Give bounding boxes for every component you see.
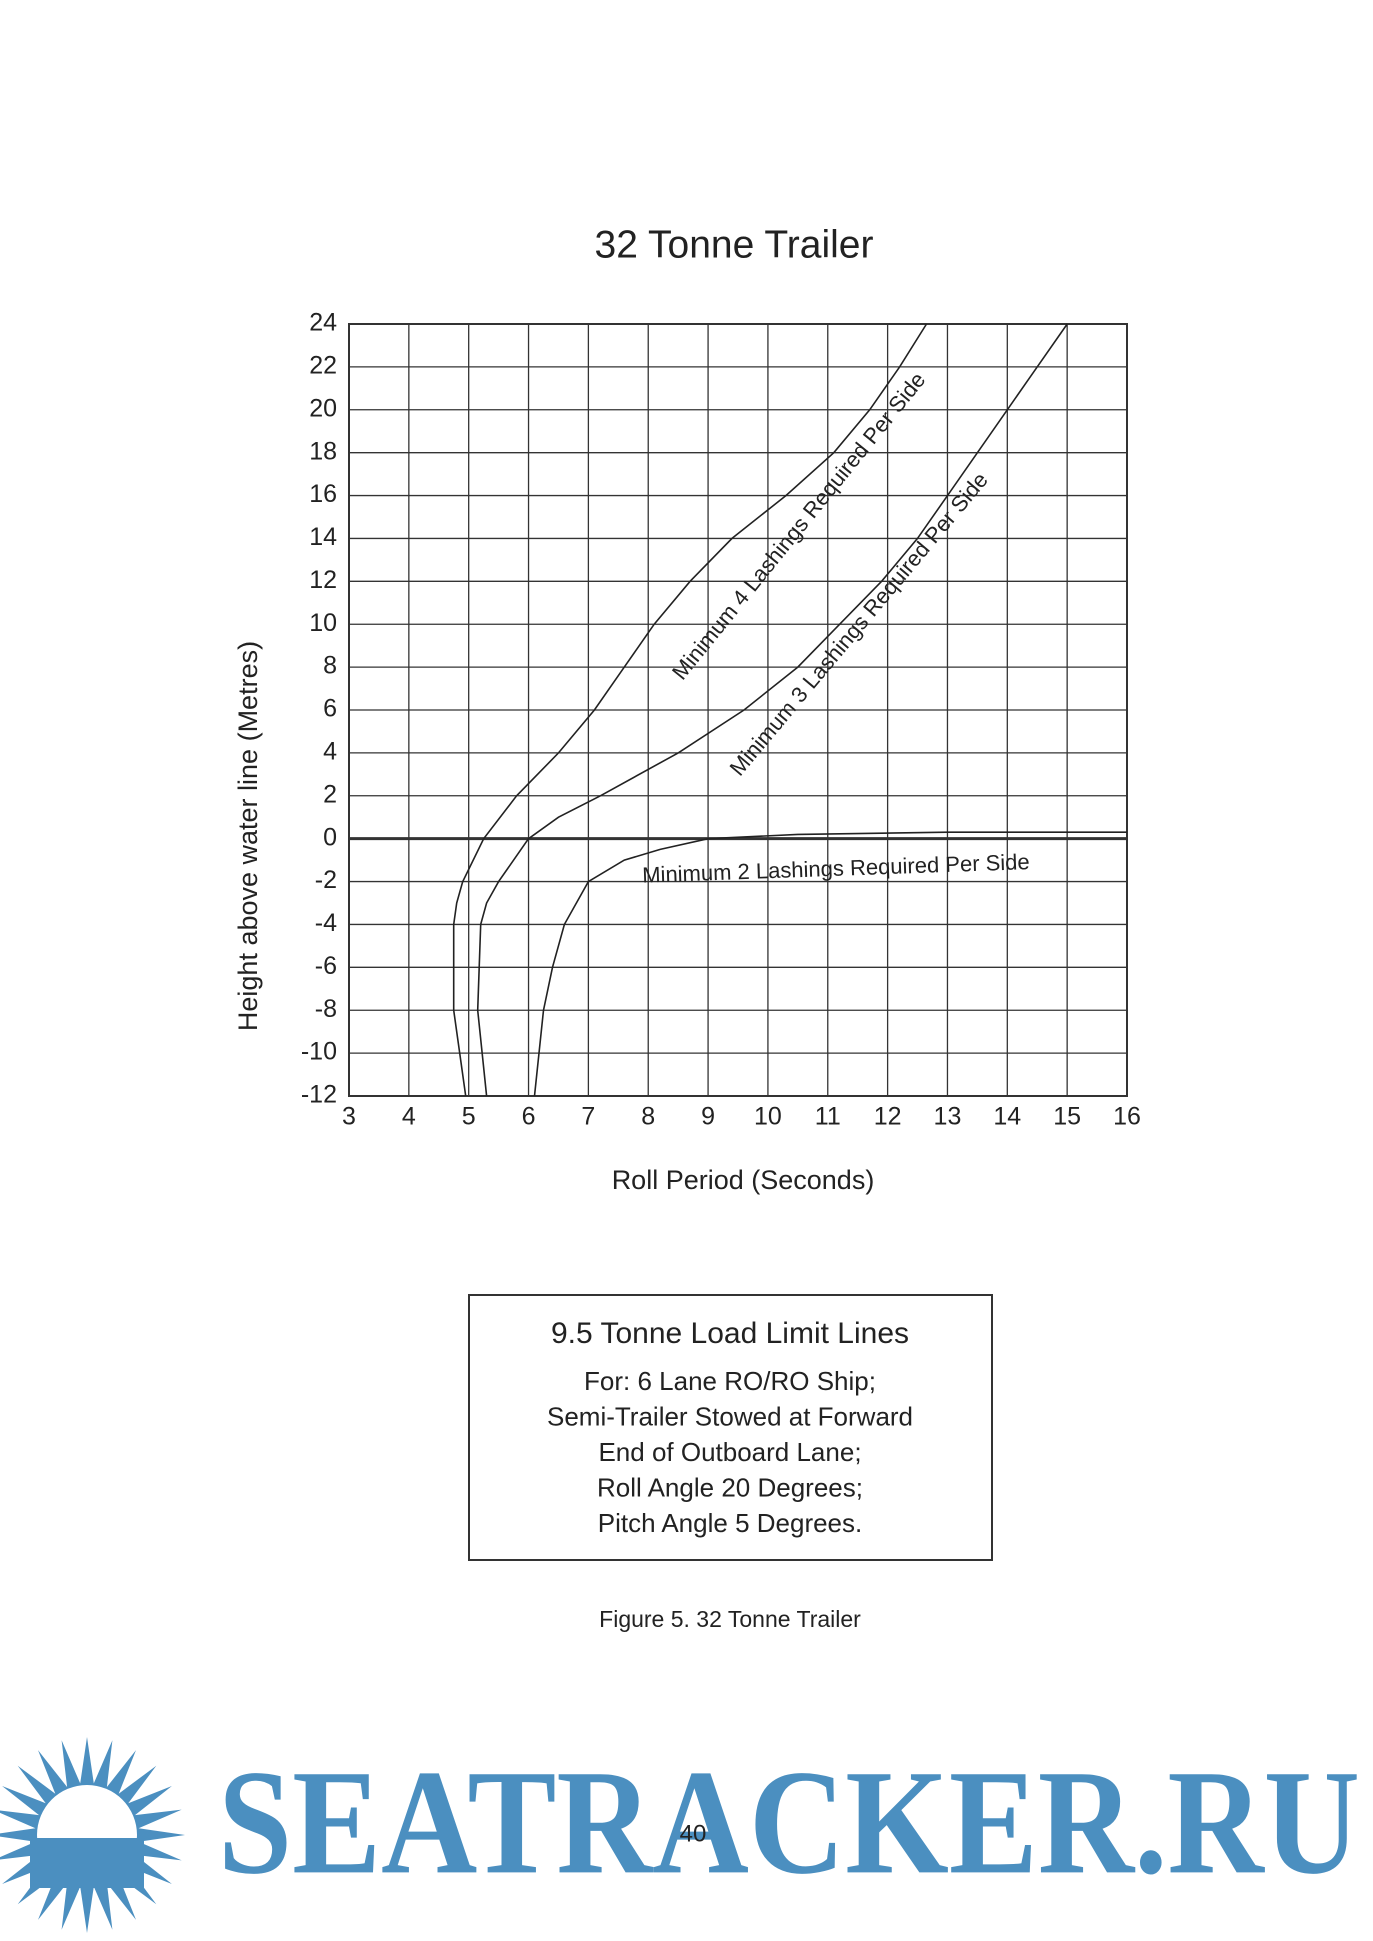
y-tick-label: -2 bbox=[315, 866, 337, 894]
y-tick-label: -4 bbox=[315, 909, 337, 937]
y-tick-label: 16 bbox=[309, 480, 337, 508]
y-tick-label: -8 bbox=[315, 995, 337, 1023]
y-tick-label: 0 bbox=[323, 823, 337, 851]
x-tick-label: 14 bbox=[993, 1103, 1021, 1131]
x-tick-label: 16 bbox=[1113, 1103, 1141, 1131]
y-tick-label: -12 bbox=[301, 1081, 337, 1109]
x-tick-label: 13 bbox=[934, 1103, 962, 1131]
y-tick-label: 18 bbox=[309, 437, 337, 465]
y-tick-label: 12 bbox=[309, 566, 337, 594]
x-tick-label: 4 bbox=[402, 1103, 416, 1131]
page-number: 40 bbox=[680, 1820, 707, 1847]
figure-caption: Figure 5. 32 Tonne Trailer bbox=[599, 1606, 861, 1632]
y-tick-label: 2 bbox=[323, 780, 337, 808]
x-axis-label: Roll Period (Seconds) bbox=[612, 1165, 875, 1195]
info-box-line: Semi-Trailer Stowed at Forward bbox=[547, 1401, 913, 1431]
curve bbox=[533, 831, 1127, 1097]
x-tick-label: 5 bbox=[462, 1103, 476, 1131]
x-tick-label: 10 bbox=[754, 1103, 782, 1131]
info-box bbox=[468, 1294, 993, 1561]
x-tick-label: 7 bbox=[581, 1103, 595, 1131]
x-tick-label: 6 bbox=[522, 1103, 536, 1131]
y-tick-label: 8 bbox=[323, 652, 337, 680]
y-tick-label: -6 bbox=[315, 952, 337, 980]
x-tick-label: 3 bbox=[342, 1103, 356, 1131]
x-tick-label: 9 bbox=[701, 1103, 715, 1131]
x-tick-label: 12 bbox=[874, 1103, 902, 1131]
chart-title: 32 Tonne Trailer bbox=[595, 223, 874, 266]
plot-frame bbox=[348, 323, 1128, 1097]
y-axis-label: Height above water line (Metres) bbox=[233, 641, 263, 1031]
y-tick-label: 6 bbox=[323, 695, 337, 723]
y-tick-label: -10 bbox=[301, 1038, 337, 1066]
info-box-title: 9.5 Tonne Load Limit Lines bbox=[551, 1317, 909, 1350]
y-tick-label: 10 bbox=[309, 609, 337, 637]
info-box-line: Roll Angle 20 Degrees; bbox=[597, 1472, 863, 1502]
info-box-line: End of Outboard Lane; bbox=[598, 1437, 861, 1467]
info-box-line: Pitch Angle 5 Degrees. bbox=[598, 1508, 863, 1538]
info-box-line: For: 6 Lane RO/RO Ship; bbox=[584, 1366, 876, 1396]
y-tick-label: 14 bbox=[309, 523, 337, 551]
sun-lower bbox=[30, 1838, 144, 1888]
x-tick-label: 8 bbox=[641, 1103, 655, 1131]
y-tick-label: 22 bbox=[309, 351, 337, 379]
x-tick-label: 15 bbox=[1053, 1103, 1081, 1131]
y-tick-label: 20 bbox=[309, 394, 337, 422]
y-tick-label: 4 bbox=[323, 737, 337, 765]
y-tick-label: 24 bbox=[309, 309, 337, 337]
watermark-logo bbox=[0, 1737, 185, 1933]
curve bbox=[476, 323, 1068, 1097]
watermark: SEATRACKER.RU bbox=[218, 1739, 1360, 1905]
curve bbox=[452, 323, 928, 1097]
x-tick-label: 11 bbox=[815, 1103, 841, 1131]
